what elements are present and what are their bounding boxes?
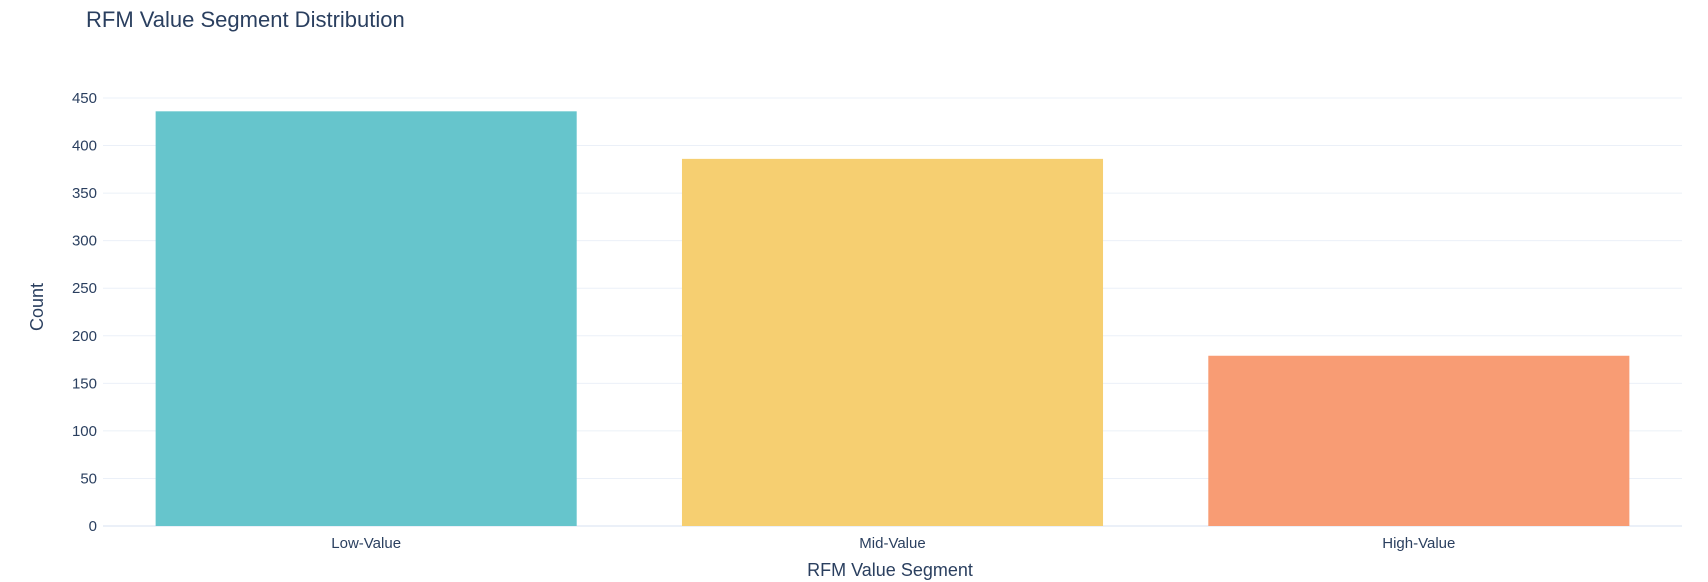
y-axis-title: Count	[27, 283, 47, 331]
bar-low-value	[155, 111, 577, 526]
y-tick-label: 450	[72, 90, 97, 107]
chart-title: RFM Value Segment Distribution	[86, 7, 405, 32]
y-tick-label: 400	[72, 138, 97, 155]
y-tick-label: 250	[72, 280, 97, 297]
x-axis-ticks: Low-Value Mid-Value High-Value	[331, 535, 1455, 552]
bar-mid-value	[681, 158, 1104, 527]
y-tick-label: 300	[72, 233, 97, 250]
x-axis-title: RFM Value Segment	[807, 560, 973, 580]
y-tick-label: 200	[72, 328, 97, 345]
y-tick-label: 50	[80, 470, 97, 487]
y-tick-label: 100	[72, 423, 97, 440]
y-tick-label: 150	[72, 375, 97, 392]
y-tick-label: 350	[72, 185, 97, 202]
y-tick-label: 0	[89, 518, 97, 535]
bar-high-value	[1208, 355, 1630, 526]
x-tick-label: Low-Value	[331, 535, 401, 552]
x-tick-label: Mid-Value	[859, 535, 925, 552]
bars	[155, 111, 1630, 527]
y-axis-ticks: 0 50 100 150 200 250 300 350 400 450	[72, 90, 97, 535]
x-tick-label: High-Value	[1382, 535, 1455, 552]
